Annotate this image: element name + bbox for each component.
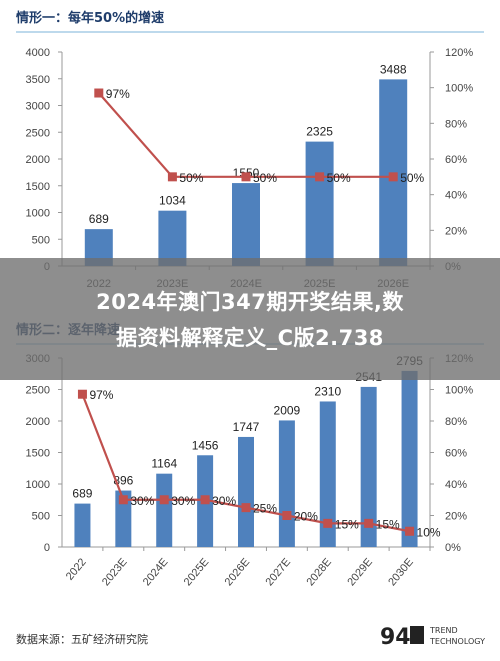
- chart2-rate-marker: [77, 389, 87, 399]
- chart1-rate-label: 97%: [106, 87, 130, 101]
- chart2-rate-marker: [118, 495, 128, 505]
- chart2-bar-label: 2310: [314, 384, 341, 398]
- chart2-ytick-label: 2500: [26, 385, 50, 397]
- chart1-ytick-label: 2000: [26, 154, 50, 166]
- chart2-bar: [74, 503, 91, 547]
- chart2-bar: [115, 490, 132, 547]
- banner-title: 2024年澳门347期开奖结果,数 据资料解释定义_C版2.738: [10, 284, 490, 356]
- chart2-ytick-label: 500: [32, 511, 50, 523]
- chart1-bar-label: 1034: [159, 194, 186, 208]
- chart2-bar: [156, 473, 173, 547]
- chart1-ytick-label: 3500: [26, 74, 50, 86]
- chart1-bar-label: 3488: [380, 62, 407, 76]
- chart1-title: 情形一：每年50%的增速: [16, 10, 164, 26]
- chart2-rate-marker: [200, 495, 210, 505]
- chart1-ytick-label: 4000: [26, 47, 50, 59]
- chart2-bar: [401, 370, 418, 547]
- chart1-rate-label: 50%: [179, 171, 203, 185]
- trend-logo: 94 TREND TECHNOLOGY: [380, 625, 485, 650]
- chart2-rate-label: 20%: [294, 510, 318, 524]
- chart2-bar: [278, 420, 295, 547]
- chart2-rate-marker: [159, 495, 169, 505]
- chart2-category-label: 2025E: [182, 556, 212, 588]
- chart2-category-label: 2027E: [264, 556, 294, 588]
- chart1-bar: [232, 183, 260, 266]
- chart2-bar-label: 2009: [274, 403, 301, 417]
- chart2-bar-label: 1456: [192, 438, 219, 452]
- chart2-y2tick-label: 60%: [445, 448, 467, 460]
- banner-line-1: 2024年澳门347期开奖结果,数: [96, 290, 404, 314]
- chart1-bar: [305, 141, 334, 266]
- chart1-rate-label: 50%: [327, 171, 351, 185]
- chart2-ytick-label: 0: [44, 542, 50, 554]
- chart2-rate-label: 30%: [212, 494, 236, 508]
- chart2-y2tick-label: 100%: [445, 385, 473, 397]
- chart2-ytick-label: 1000: [26, 479, 50, 491]
- chart2-rate-label: 30%: [171, 494, 195, 508]
- chart2-rate-marker: [282, 511, 292, 520]
- chart1-bar-label: 2325: [306, 125, 333, 139]
- chart2-rate-label: 25%: [253, 502, 277, 516]
- chart1-rate-label: 50%: [400, 171, 424, 185]
- chart2-category-label: 2028E: [304, 556, 334, 588]
- chart2-category-label: 2023E: [100, 556, 130, 588]
- chart2-rate-marker: [405, 526, 415, 536]
- logo-line-1: TREND: [429, 626, 458, 635]
- source-note: 数据来源：五矿经济研究院: [16, 633, 148, 646]
- chart1-ytick-label: 2500: [26, 127, 50, 139]
- chart2-bar: [360, 386, 377, 547]
- chart2-ytick-label: 1500: [26, 448, 50, 460]
- chart1-rate-label: 50%: [253, 171, 277, 185]
- chart2-category-label: 2026E: [223, 556, 253, 588]
- chart1-rate-marker: [167, 172, 177, 182]
- chart2-bar: [319, 401, 336, 547]
- chart1-rate-marker: [241, 172, 251, 182]
- logo-block-icon: [410, 626, 424, 644]
- chart1-y2tick-label: 120%: [445, 47, 473, 59]
- chart1-y2tick-label: 40%: [445, 190, 467, 202]
- chart1-ytick-label: 1000: [26, 208, 50, 220]
- chart1-bar: [158, 210, 187, 266]
- chart2-rate-marker: [364, 518, 374, 528]
- chart2-y2tick-label: 20%: [445, 511, 467, 523]
- chart1-ytick-label: 3000: [26, 101, 50, 113]
- chart2-rate-marker: [323, 518, 333, 528]
- chart2-rate-label: 30%: [130, 494, 154, 508]
- chart2-y2tick-label: 40%: [445, 479, 467, 491]
- chart2-rate-label: 15%: [376, 517, 400, 531]
- overlay-banner: [0, 258, 500, 380]
- chart2-category-label: 2022: [64, 556, 89, 582]
- chart2-rate-label: 97%: [89, 388, 113, 402]
- chart2-category-label: 2024E: [141, 556, 171, 588]
- chart1-y2tick-label: 100%: [445, 83, 473, 95]
- chart1-y2tick-label: 80%: [445, 118, 467, 130]
- logo-line-2: TECHNOLOGY: [429, 637, 485, 646]
- chart2-category-label: 2030E: [386, 556, 416, 588]
- chart1-ytick-label: 1500: [26, 181, 50, 193]
- chart1-y2tick-label: 20%: [445, 225, 467, 237]
- chart2-bar-label: 689: [72, 487, 92, 501]
- chart1-rate-marker: [94, 88, 104, 98]
- chart1-bar-label: 689: [89, 212, 109, 226]
- banner-line-2: 据资料解释定义_C版2.738: [116, 326, 384, 350]
- chart2-rate-marker: [241, 503, 251, 513]
- chart2-category-label: 2029E: [345, 556, 375, 588]
- chart1-rate-marker: [388, 172, 398, 182]
- chart2-y2tick-label: 0%: [445, 542, 461, 554]
- chart2-y2tick-label: 80%: [445, 416, 467, 428]
- chart2-ytick-label: 2000: [26, 416, 50, 428]
- chart2-rate-label: 10%: [417, 525, 441, 539]
- chart2-bar-label: 1747: [233, 420, 260, 434]
- logo-mark: 94: [380, 625, 411, 650]
- chart2-rate-label: 15%: [335, 517, 359, 531]
- chart1-ytick-label: 500: [32, 234, 50, 246]
- chart1-y2tick-label: 60%: [445, 154, 467, 166]
- chart2-bar-label: 1164: [151, 457, 177, 471]
- chart1-rate-line: [97, 92, 394, 178]
- chart2-bar: [238, 436, 254, 547]
- chart1-rate-marker: [315, 172, 325, 182]
